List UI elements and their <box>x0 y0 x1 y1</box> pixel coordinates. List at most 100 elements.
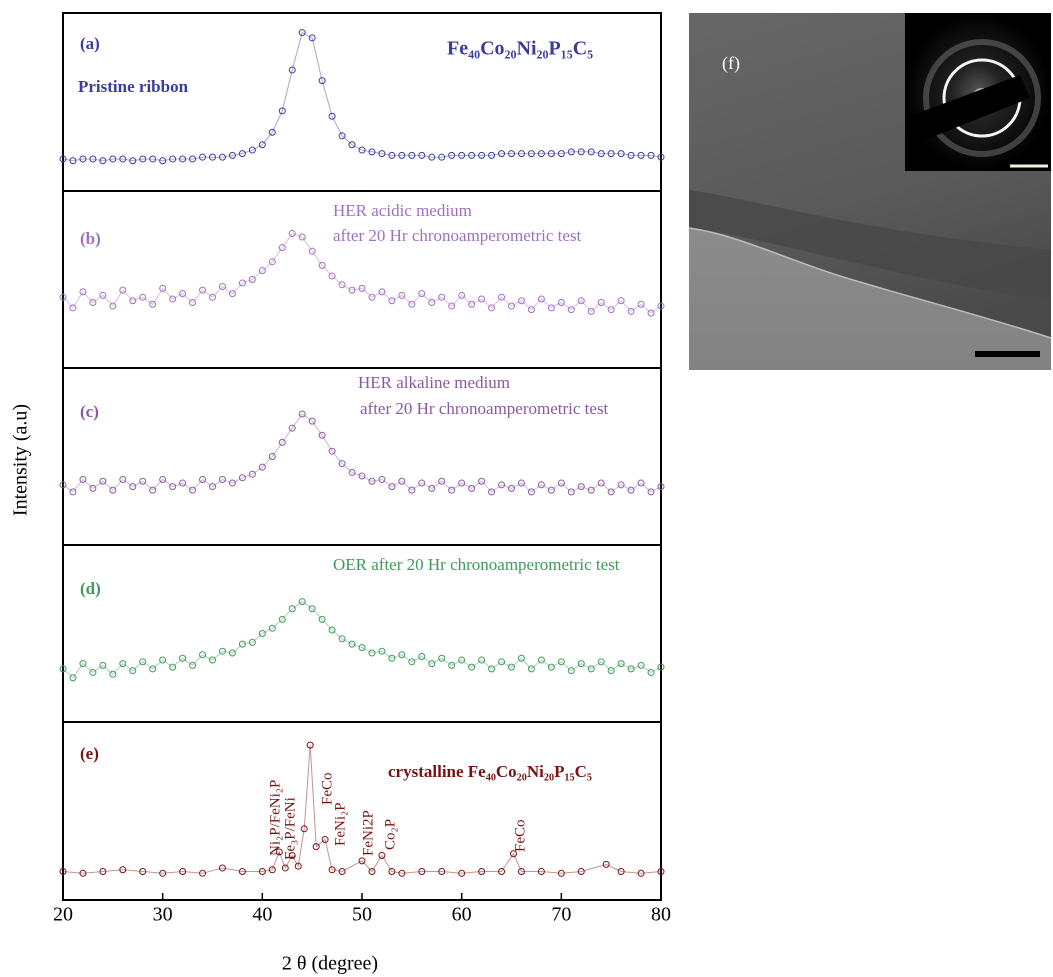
x-tick-label: 70 <box>551 904 571 926</box>
data-point <box>209 483 216 491</box>
data-point <box>438 868 446 876</box>
data-point <box>428 299 436 307</box>
data-point <box>458 479 466 487</box>
annotation: Fe₃P/FeNi <box>282 797 298 860</box>
data-point <box>59 293 67 301</box>
beam-stopper <box>905 75 1030 148</box>
data-point <box>59 481 67 489</box>
data-point <box>647 309 655 317</box>
data-point <box>607 150 615 158</box>
data-point <box>238 868 246 876</box>
panel-label: (a) <box>80 34 100 53</box>
data-point <box>59 665 67 673</box>
data-point <box>199 476 207 484</box>
data-point <box>300 825 308 833</box>
data-point <box>607 488 615 496</box>
tem-edge <box>688 227 1052 339</box>
data-point <box>348 468 356 476</box>
data-point <box>318 77 326 85</box>
data-point <box>537 150 545 158</box>
data-point <box>398 477 406 485</box>
tem-substrate <box>689 228 1051 370</box>
trace <box>62 600 662 679</box>
data-point <box>69 488 77 496</box>
data-point <box>199 286 207 294</box>
data-point <box>488 488 496 496</box>
data-point <box>179 479 187 487</box>
data-point <box>547 304 555 312</box>
data-point <box>368 477 376 485</box>
data-point <box>478 868 486 876</box>
data-point <box>159 157 167 165</box>
data-point <box>89 668 97 676</box>
annotation: Ni₂P/FeNi₂P <box>267 780 283 856</box>
data-point <box>189 661 197 669</box>
data-point <box>368 649 376 657</box>
data-point <box>517 297 525 305</box>
data-point <box>358 146 366 154</box>
data-point <box>557 150 565 158</box>
data-point <box>218 864 226 872</box>
trace <box>62 31 662 162</box>
data-point <box>498 868 506 876</box>
data-point <box>547 663 555 671</box>
data-point <box>597 150 605 158</box>
data-point <box>547 150 555 158</box>
data-point <box>358 284 366 292</box>
data-point <box>567 306 575 314</box>
data-point <box>308 247 316 255</box>
data-point <box>69 157 77 165</box>
data-point <box>109 155 117 163</box>
data-point <box>368 148 376 156</box>
data-point <box>218 283 226 291</box>
data-point <box>607 306 615 314</box>
data-point <box>388 868 396 876</box>
data-point <box>587 665 595 673</box>
data-point <box>498 293 506 301</box>
data-point <box>637 300 645 308</box>
data-point <box>228 151 236 159</box>
data-point <box>159 476 167 484</box>
data-point <box>238 640 246 648</box>
data-point <box>577 483 585 491</box>
data-point <box>169 663 177 671</box>
data-point <box>189 486 197 494</box>
data-point <box>458 151 466 159</box>
data-point <box>288 424 296 432</box>
data-point <box>281 864 289 872</box>
data-point <box>418 868 426 876</box>
data-point <box>159 284 167 292</box>
data-point <box>179 290 187 298</box>
data-point <box>488 665 496 673</box>
data-point <box>99 477 107 485</box>
data-point <box>478 656 486 664</box>
data-point <box>517 479 525 487</box>
annotation: HER alkaline medium <box>358 373 510 392</box>
data-point <box>602 860 610 868</box>
data-point <box>109 302 117 310</box>
data-point <box>258 267 266 275</box>
tem-image: (f) <box>688 13 1052 370</box>
panel: (c) HER alkaline medium after 20 Hr chrono… <box>59 367 665 546</box>
data-point <box>238 474 246 482</box>
x-tick-label: 50 <box>352 904 372 926</box>
data-point <box>258 141 266 149</box>
data-point <box>278 244 286 252</box>
data-point <box>567 488 575 496</box>
data-point <box>328 112 336 120</box>
data-point <box>557 658 565 666</box>
data-point <box>438 293 446 301</box>
annotation: crystalline Fe₄₀Co₂₀Ni₂₀P₁₅C₅ <box>388 762 592 781</box>
data-point <box>398 291 406 299</box>
data-point <box>458 869 466 877</box>
data-point <box>617 150 625 158</box>
data-point <box>657 302 665 310</box>
panel: (b) HER acidic medium after 20 Hr chronoam… <box>59 190 665 369</box>
data-point <box>199 153 207 161</box>
data-point <box>597 658 605 666</box>
data-point <box>288 229 296 237</box>
tem-band <box>689 190 1051 300</box>
data-point <box>199 869 207 877</box>
data-point <box>557 869 565 877</box>
data-point <box>448 151 456 159</box>
